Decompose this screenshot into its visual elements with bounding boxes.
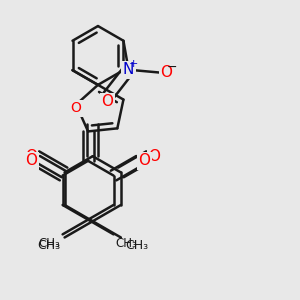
- Text: CH₃: CH₃: [125, 239, 148, 252]
- Text: CH₃: CH₃: [116, 238, 137, 250]
- Text: CH₃: CH₃: [39, 238, 60, 250]
- Text: O: O: [160, 65, 172, 80]
- Text: O: O: [148, 149, 160, 164]
- Text: O: O: [25, 149, 37, 164]
- Text: CH₃: CH₃: [37, 239, 60, 252]
- Text: O: O: [71, 101, 82, 115]
- Text: +: +: [129, 59, 138, 69]
- Text: O: O: [139, 153, 151, 168]
- Text: O: O: [26, 153, 38, 168]
- Text: O: O: [101, 94, 113, 109]
- Text: N: N: [123, 62, 134, 77]
- Text: −: −: [167, 61, 177, 74]
